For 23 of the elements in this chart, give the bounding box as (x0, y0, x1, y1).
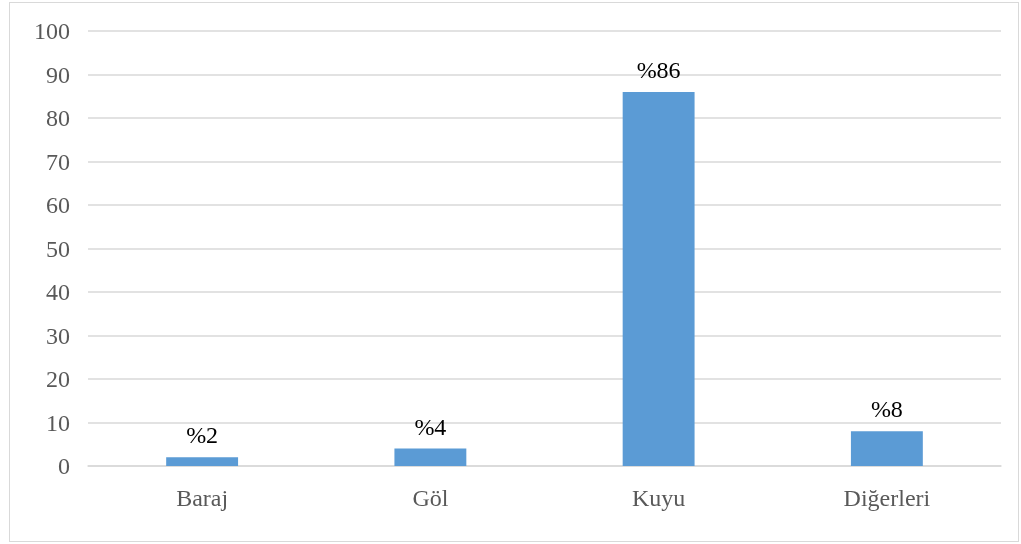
x-tick-label: Göl (412, 485, 449, 511)
data-label: %8 (870, 396, 903, 423)
y-tick-label: 90 (46, 61, 70, 88)
y-tick-label: 40 (46, 279, 70, 305)
y-tick-label: 30 (46, 322, 70, 349)
y-tick-label: 60 (46, 192, 70, 218)
y-tick-label: 0 (58, 453, 70, 479)
bar (622, 91, 695, 466)
data-label: %86 (636, 56, 681, 83)
bar (166, 457, 239, 466)
bar (394, 448, 467, 466)
y-tick-label: 20 (46, 366, 70, 392)
data-label: %2 (186, 422, 219, 449)
y-tick-label: 10 (46, 409, 70, 436)
data-label: %4 (414, 413, 447, 440)
y-tick-label: 50 (46, 235, 70, 262)
y-tick-label: 80 (46, 105, 70, 131)
x-tick-label: Diğerleri (843, 485, 931, 511)
x-tick-label: Baraj (176, 485, 229, 511)
y-tick-label: 70 (46, 148, 70, 175)
bar (850, 431, 923, 466)
y-tick-label: 100 (34, 18, 70, 44)
x-tick-label: Kuyu (631, 485, 686, 511)
